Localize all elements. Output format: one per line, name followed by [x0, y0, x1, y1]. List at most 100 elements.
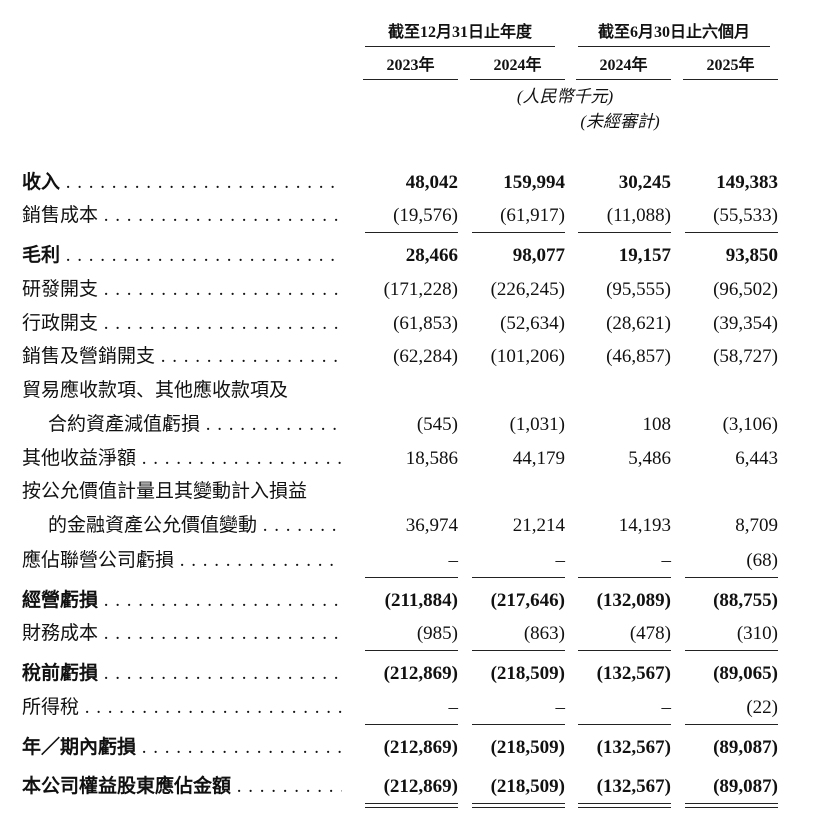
- rule: [365, 803, 458, 804]
- rule: [685, 803, 778, 804]
- cell-value: (28,621): [606, 313, 671, 334]
- cell-value: (46,857): [606, 346, 671, 367]
- cell-value: (132,567): [596, 663, 671, 684]
- row-label: 銷售成本: [22, 204, 342, 228]
- cell-value: –: [555, 697, 566, 718]
- rule: [470, 79, 565, 80]
- cell-value: (132,567): [596, 776, 671, 797]
- cell-value: (19,576): [393, 205, 458, 226]
- period-header: 截至6月30日止六個月: [597, 24, 750, 41]
- rule: [685, 577, 778, 578]
- rule: [365, 577, 458, 578]
- cell-value: (22): [746, 697, 778, 718]
- cell-value: (96,502): [713, 279, 778, 300]
- cell-value: (212,869): [383, 663, 458, 684]
- cell-value: 19,157: [618, 245, 671, 266]
- cell-value: 108: [642, 414, 672, 435]
- cell-value: 98,077: [512, 245, 565, 266]
- row-label: 本公司權益股東應佔金額: [22, 775, 342, 799]
- rule: [365, 807, 458, 808]
- cell-value: (89,087): [713, 737, 778, 758]
- cell-value: (478): [629, 623, 671, 644]
- row-label: 財務成本: [22, 622, 342, 646]
- rule: [578, 803, 671, 804]
- cell-value: (218,509): [490, 737, 565, 758]
- cell-value: (89,087): [713, 776, 778, 797]
- row-label: 貿易應收款項、其他應收款項及: [22, 380, 289, 401]
- rule: [365, 46, 555, 47]
- rule: [576, 79, 671, 80]
- cell-value: (132,089): [596, 590, 671, 611]
- row-label: 稅前虧損: [22, 662, 342, 686]
- rule: [578, 807, 671, 808]
- rule: [472, 724, 565, 725]
- rule: [685, 724, 778, 725]
- cell-value: (1,031): [509, 414, 565, 435]
- cell-value: 18,586: [405, 448, 458, 469]
- cell-value: (55,533): [713, 205, 778, 226]
- cell-value: (52,634): [500, 313, 565, 334]
- unit-note: (人民幣千元): [516, 87, 614, 106]
- rule: [685, 807, 778, 808]
- cell-value: 36,974: [405, 515, 458, 536]
- rule: [578, 650, 671, 651]
- cell-value: (226,245): [490, 279, 565, 300]
- cell-value: (310): [736, 623, 778, 644]
- year-header: 2025年: [706, 57, 755, 74]
- year-header: 2024年: [493, 57, 542, 74]
- cell-value: (985): [416, 623, 458, 644]
- rule: [472, 803, 565, 804]
- rule: [683, 79, 778, 80]
- row-label: 行政開支: [22, 312, 342, 336]
- rule: [472, 232, 565, 233]
- cell-value: 48,042: [405, 172, 458, 193]
- cell-value: (58,727): [713, 346, 778, 367]
- cell-value: 14,193: [618, 515, 671, 536]
- rule: [578, 46, 770, 47]
- cell-value: (218,509): [490, 663, 565, 684]
- row-label: 銷售及營銷開支: [22, 345, 342, 369]
- cell-value: –: [555, 550, 566, 571]
- rule: [365, 724, 458, 725]
- year-header: 2024年: [599, 57, 648, 74]
- cell-value: (212,869): [383, 776, 458, 797]
- cell-value: 5,486: [628, 448, 671, 469]
- rule: [365, 650, 458, 651]
- row-label: 研發開支: [22, 278, 342, 302]
- cell-value: (863): [523, 623, 565, 644]
- rule: [472, 807, 565, 808]
- cell-value: (218,509): [490, 776, 565, 797]
- row-label: 經營虧損: [22, 589, 342, 613]
- cell-value: –: [661, 697, 672, 718]
- cell-value: (89,065): [713, 663, 778, 684]
- cell-value: 8,709: [735, 515, 778, 536]
- rule: [365, 232, 458, 233]
- cell-value: 44,179: [512, 448, 565, 469]
- rule: [685, 650, 778, 651]
- cell-value: (11,088): [606, 205, 671, 226]
- rule: [472, 650, 565, 651]
- row-label: 的金融資產公允價值變動: [48, 514, 342, 538]
- cell-value: 159,994: [503, 172, 565, 193]
- cell-value: (101,206): [490, 346, 565, 367]
- rule: [363, 79, 458, 80]
- audit-note: (未經審計): [580, 112, 660, 131]
- cell-value: (95,555): [606, 279, 671, 300]
- rule: [472, 577, 565, 578]
- rule: [578, 232, 671, 233]
- row-label: 合約資產減值虧損: [48, 413, 342, 437]
- cell-value: –: [661, 550, 672, 571]
- cell-value: (212,869): [383, 737, 458, 758]
- cell-value: (68): [746, 550, 778, 571]
- cell-value: (61,853): [393, 313, 458, 334]
- cell-value: 149,383: [716, 172, 778, 193]
- cell-value: (88,755): [713, 590, 778, 611]
- cell-value: 28,466: [405, 245, 458, 266]
- cell-value: (132,567): [596, 737, 671, 758]
- cell-value: 30,245: [618, 172, 671, 193]
- cell-value: –: [448, 550, 459, 571]
- row-label: 年／期內虧損: [22, 736, 342, 760]
- cell-value: (211,884): [384, 590, 458, 611]
- cell-value: (171,228): [383, 279, 458, 300]
